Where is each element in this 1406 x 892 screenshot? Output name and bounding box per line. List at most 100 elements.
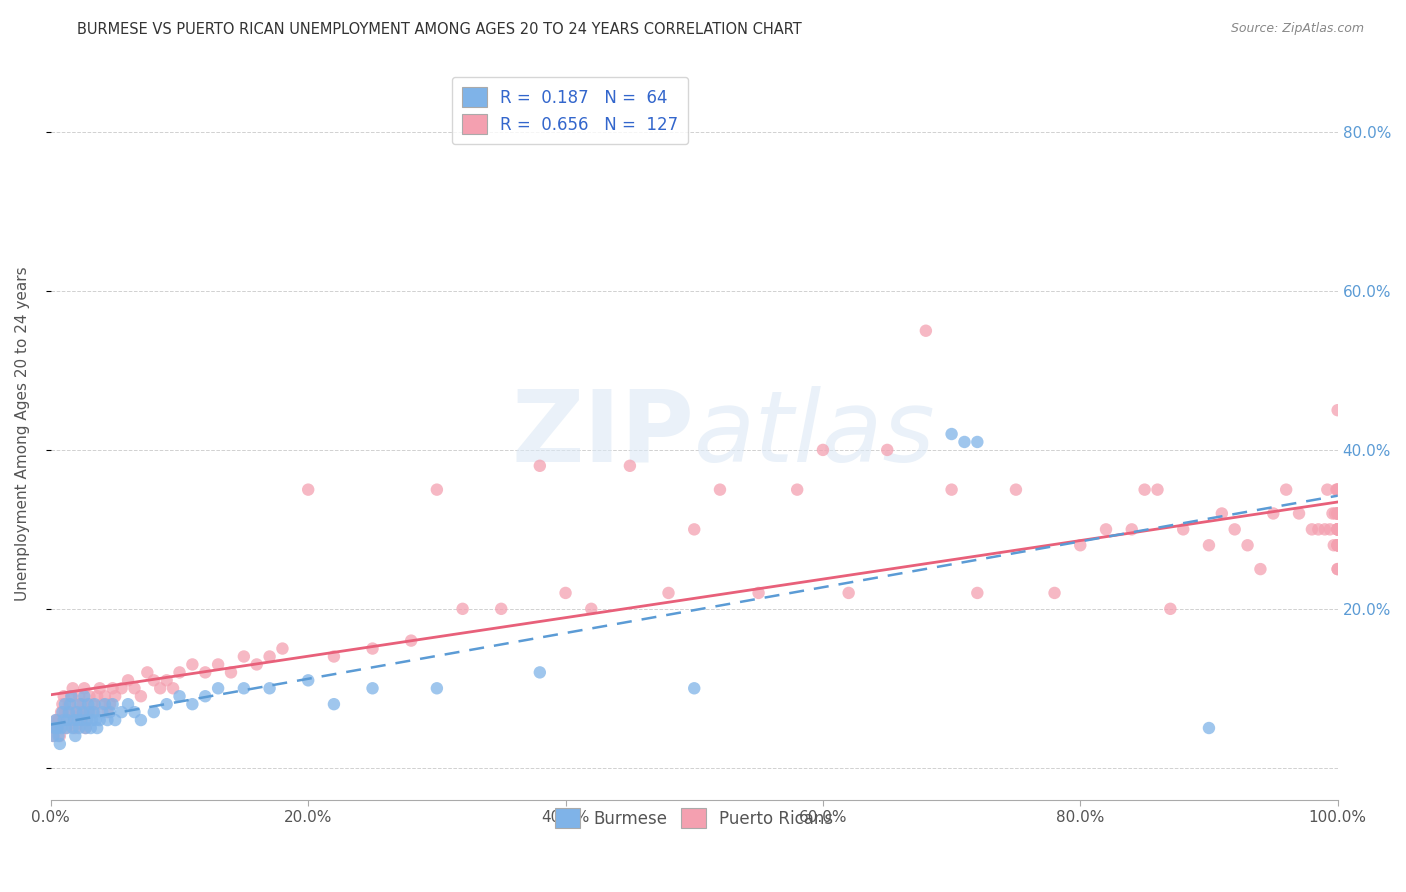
Point [79, 705, 101, 719]
Point [80, 697, 103, 711]
Point [62, 681, 84, 696]
Point [75, 721, 97, 735]
Point [1326, 522, 1348, 536]
Point [966, 434, 988, 449]
Point [162, 681, 184, 696]
Point [1326, 483, 1348, 497]
Point [1326, 507, 1348, 521]
Point [49, 729, 72, 743]
Point [1249, 562, 1271, 576]
Point [181, 657, 204, 672]
Point [142, 705, 165, 719]
Point [323, 697, 346, 711]
Point [52, 713, 75, 727]
Point [1236, 538, 1258, 552]
Point [941, 483, 963, 497]
Point [219, 665, 242, 680]
Text: ZIP: ZIP [512, 385, 695, 483]
Point [1198, 538, 1220, 552]
Point [1326, 522, 1348, 536]
Point [748, 586, 770, 600]
Point [232, 649, 254, 664]
Point [142, 673, 165, 688]
Point [53, 697, 76, 711]
Point [953, 434, 976, 449]
Point [94, 690, 117, 704]
Point [70, 713, 93, 727]
Point [1005, 483, 1028, 497]
Text: BURMESE VS PUERTO RICAN UNEMPLOYMENT AMONG AGES 20 TO 24 YEARS CORRELATION CHART: BURMESE VS PUERTO RICAN UNEMPLOYMENT AMO… [77, 22, 801, 37]
Point [91, 705, 114, 719]
Point [58, 705, 80, 719]
Point [89, 713, 111, 727]
Point [683, 522, 706, 536]
Point [63, 713, 86, 727]
Point [786, 483, 808, 497]
Point [259, 681, 281, 696]
Point [207, 681, 229, 696]
Point [65, 705, 87, 719]
Point [1069, 538, 1091, 552]
Point [48, 713, 70, 727]
Point [82, 705, 104, 719]
Point [42, 729, 65, 743]
Point [1316, 483, 1339, 497]
Point [46, 721, 69, 735]
Point [1288, 507, 1310, 521]
Point [76, 713, 98, 727]
Point [156, 697, 179, 711]
Point [271, 641, 294, 656]
Point [73, 690, 96, 704]
Point [59, 697, 82, 711]
Point [69, 713, 91, 727]
Point [489, 602, 512, 616]
Point [1326, 507, 1348, 521]
Point [98, 697, 121, 711]
Point [1324, 507, 1347, 521]
Point [246, 657, 269, 672]
Point [89, 681, 111, 696]
Point [55, 721, 77, 735]
Point [66, 697, 89, 711]
Point [60, 690, 83, 704]
Point [75, 721, 97, 735]
Point [529, 458, 551, 473]
Point [426, 483, 449, 497]
Point [129, 713, 152, 727]
Point [79, 690, 101, 704]
Point [1326, 483, 1348, 497]
Point [58, 697, 80, 711]
Point [65, 721, 87, 735]
Point [117, 697, 139, 711]
Point [529, 665, 551, 680]
Point [49, 737, 72, 751]
Point [69, 697, 91, 711]
Point [96, 705, 118, 719]
Point [56, 713, 79, 727]
Point [1198, 721, 1220, 735]
Point [361, 641, 384, 656]
Point [129, 690, 152, 704]
Point [76, 713, 98, 727]
Point [124, 705, 146, 719]
Point [91, 697, 114, 711]
Point [45, 713, 67, 727]
Point [77, 705, 100, 719]
Point [1301, 522, 1323, 536]
Point [104, 713, 127, 727]
Point [56, 713, 79, 727]
Point [1324, 483, 1347, 497]
Point [63, 713, 86, 727]
Point [1313, 522, 1336, 536]
Point [1326, 522, 1348, 536]
Point [581, 602, 603, 616]
Legend: Burmese, Puerto Ricans: Burmese, Puerto Ricans [548, 801, 839, 835]
Point [169, 690, 191, 704]
Point [59, 705, 82, 719]
Point [124, 681, 146, 696]
Point [361, 681, 384, 696]
Point [73, 681, 96, 696]
Point [136, 665, 159, 680]
Point [51, 705, 73, 719]
Point [149, 681, 172, 696]
